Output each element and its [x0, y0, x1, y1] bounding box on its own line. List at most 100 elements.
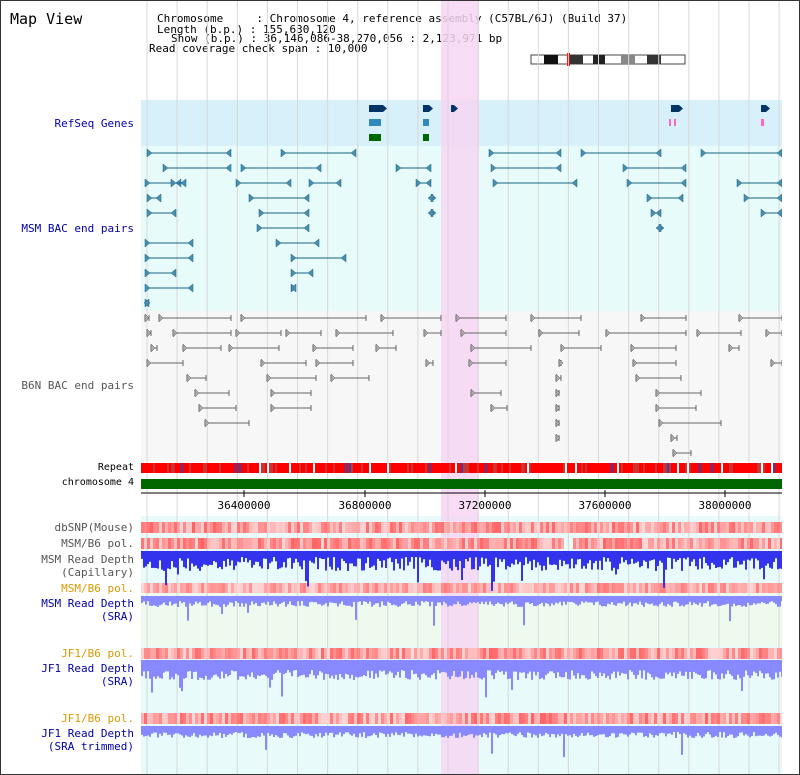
snp-heat-cell [387, 583, 390, 593]
snp-heat-cell [168, 583, 171, 593]
snp-heat-cell [717, 648, 720, 659]
read-depth-bar [591, 596, 593, 603]
read-depth-bar [479, 726, 481, 735]
read-depth-bar [319, 660, 321, 672]
snp-heat-cell [183, 713, 186, 724]
read-depth-bar [293, 660, 295, 671]
read-depth-bar [517, 596, 519, 607]
read-depth-bar [361, 660, 363, 677]
snp-heat-cell [564, 648, 567, 659]
read-depth-bar [685, 596, 687, 605]
snp-heat-cell [651, 713, 654, 724]
snp-heat-cell [579, 522, 582, 533]
repeat-segment [353, 463, 355, 473]
read-depth-bar [573, 726, 575, 734]
read-depth-bar [563, 660, 565, 678]
snp-heat-cell [606, 538, 609, 549]
read-depth-bar [513, 660, 515, 672]
read-depth-bar [613, 660, 615, 672]
b6n-bac-arrow [375, 343, 381, 353]
read-depth-bar [561, 726, 563, 734]
repeat-segment [197, 463, 199, 473]
repeat-segment [715, 463, 717, 473]
snp-heat-cell [516, 522, 519, 533]
read-depth-bar [221, 551, 223, 570]
repeat-segment [521, 463, 523, 473]
read-depth-bar [441, 596, 443, 606]
repeat-segment [535, 463, 537, 473]
read-depth-bar [745, 726, 747, 735]
read-depth-bar [545, 660, 547, 676]
snp-heat-cell [780, 648, 782, 659]
read-depth-bar [719, 551, 721, 567]
snp-heat-cell [228, 648, 231, 659]
read-depth-bar [313, 551, 315, 564]
read-depth-bar [339, 660, 341, 674]
repeat-segment [557, 463, 559, 473]
snp-heat-cell [471, 522, 474, 533]
repeat-segment [277, 463, 279, 473]
read-depth-bar [327, 596, 329, 607]
read-depth-bar [639, 660, 641, 671]
snp-heat-cell [690, 522, 693, 533]
snp-heat-cell [330, 538, 333, 549]
read-depth-bar [335, 551, 337, 571]
repeat-segment [583, 463, 585, 473]
snp-heat-cell [426, 538, 429, 549]
read-depth-bar [179, 551, 181, 559]
snp-heat-cell [738, 522, 741, 533]
repeat-segment [413, 463, 415, 473]
read-depth-bar [693, 660, 695, 672]
read-depth-bar [497, 551, 499, 568]
snp-heat-cell [681, 583, 684, 593]
read-depth-bar [747, 726, 749, 736]
read-depth-bar [141, 596, 143, 603]
snp-heat-cell [360, 538, 363, 549]
read-depth-bar [203, 596, 205, 606]
read-depth-bar [327, 660, 329, 675]
repeat-segment [309, 463, 311, 473]
snp-heat-cell [174, 522, 177, 533]
snp-heat-cell [204, 522, 207, 533]
snp-heat-cell [723, 538, 726, 549]
read-depth-bar [403, 726, 405, 737]
read-depth-bar [699, 596, 701, 603]
read-depth-bar [413, 726, 415, 738]
snp-heat-cell [270, 648, 273, 659]
read-depth-bar [655, 596, 657, 606]
read-depth-bar [575, 551, 577, 565]
snp-heat-cell [678, 713, 681, 724]
snp-heat-cell [609, 648, 612, 659]
read-depth-bar [311, 551, 313, 563]
repeat-segment [355, 463, 357, 473]
repeat-segment [663, 463, 665, 473]
read-depth-bar [261, 726, 263, 733]
repeat-segment [705, 463, 707, 473]
read-depth-bar [573, 596, 575, 603]
snp-heat-cell [591, 648, 594, 659]
snp-heat-cell [585, 538, 588, 549]
snp-heat-cell [519, 522, 522, 533]
read-depth-bar [479, 660, 481, 679]
snp-heat-cell [288, 522, 291, 533]
read-depth-bar [165, 660, 167, 672]
snp-heat-cell [558, 583, 561, 593]
snp-heat-cell [429, 538, 432, 549]
repeat-segment [427, 463, 429, 473]
read-depth-bar [463, 596, 465, 606]
read-depth-bar [287, 551, 289, 559]
snp-heat-cell [651, 583, 654, 593]
read-depth-bar [775, 726, 777, 733]
snp-heat-cell [633, 538, 636, 549]
snp-heat-cell [246, 538, 249, 549]
read-depth-bar [337, 596, 339, 607]
snp-heat-cell [237, 648, 240, 659]
snp-heat-cell [183, 583, 186, 593]
repeat-segment [621, 463, 623, 473]
snp-heat-cell [528, 538, 531, 549]
msm-bac-end [776, 193, 782, 203]
snp-heat-cell [240, 583, 243, 593]
repeat-segment [329, 463, 331, 473]
genome-map-plot[interactable]: 36400000 36800000 37200000 37600000 3800… [141, 1, 782, 774]
read-depth-bar [369, 726, 371, 737]
